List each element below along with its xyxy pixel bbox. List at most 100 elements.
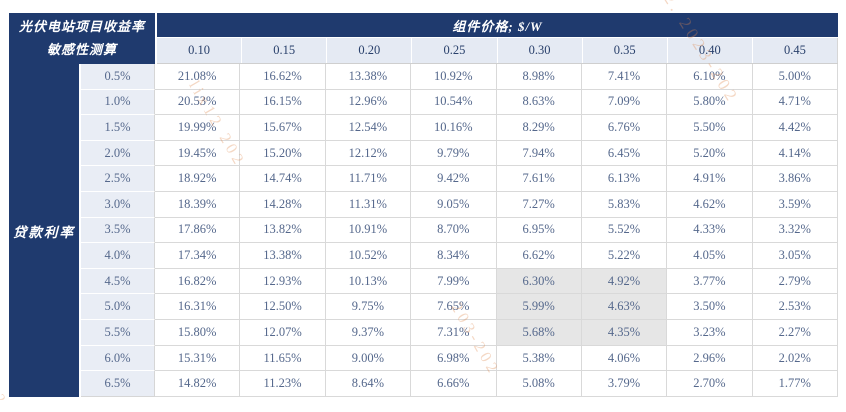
- table-row: 6.0% 15.31% 11.65% 9.00% 6.98% 5.38% 4.06% 2.96…: [81, 345, 838, 372]
- data-cell: 2.70%: [667, 371, 753, 397]
- table-row: 2.5% 18.92% 14.74% 11.71% 9.42% 7.61% 6.13% 4.9…: [81, 166, 838, 193]
- data-cell: 7.94%: [496, 140, 582, 167]
- header-right: 组件价格; $/W 0.10 0.15 0.20 0.25 0.30 0.35 0.40 0.…: [157, 13, 838, 64]
- row-label-3.0%: 3.0%: [81, 192, 155, 218]
- data-cell: 6.98%: [411, 345, 497, 372]
- data-cell: 7.09%: [581, 89, 668, 116]
- data-cell: 4.14%: [752, 140, 838, 167]
- data-cell: 5.20%: [667, 140, 753, 167]
- table-row: 6.5% 14.82% 11.23% 8.64% 6.66% 5.08% 3.79% 2.70…: [81, 371, 838, 397]
- data-cell: 4.06%: [581, 345, 668, 372]
- data-cell: 8.63%: [496, 89, 582, 116]
- table-header: 光伏电站项目收益率 敏感性测算 组件价格; $/W 0.10 0.15 0.20 0.…: [9, 13, 838, 64]
- data-cell: 3.32%: [752, 217, 838, 244]
- column-header-0.20: 0.20: [327, 38, 413, 63]
- data-cell: 5.83%: [581, 192, 668, 218]
- data-cell: 11.31%: [325, 192, 412, 218]
- table-row: 3.5% 17.86% 13.82% 10.91% 8.70% 6.95% 5.52% 4.3…: [81, 217, 838, 244]
- data-cell: 14.74%: [240, 166, 326, 193]
- data-cell: 12.54%: [325, 115, 412, 141]
- data-cell: 10.16%: [411, 115, 497, 141]
- data-cell: 8.64%: [325, 371, 412, 397]
- data-cell: 17.86%: [155, 217, 241, 244]
- data-cell: 3.79%: [581, 371, 668, 397]
- data-cell: 1.77%: [752, 371, 838, 397]
- data-cell: 3.23%: [667, 320, 753, 346]
- data-cell: 13.38%: [240, 243, 326, 269]
- data-cell: 18.92%: [155, 166, 241, 193]
- data-cell: 3.50%: [667, 294, 753, 321]
- row-label-1.5%: 1.5%: [81, 115, 155, 141]
- data-cell: 8.29%: [496, 115, 582, 141]
- table-row: 2.0% 19.45% 15.20% 12.12% 9.79% 7.94% 6.45% 5.2…: [81, 140, 838, 167]
- data-cell: 8.98%: [496, 64, 582, 90]
- column-axis-title: 组件价格; $/W: [157, 13, 838, 38]
- column-header-0.45: 0.45: [752, 38, 838, 63]
- data-cell: 6.76%: [581, 115, 668, 141]
- data-cell: 4.62%: [667, 192, 753, 218]
- table-row: 4.0% 17.34% 13.38% 10.52% 8.34% 6.62% 5.22% 4.0…: [81, 243, 838, 269]
- data-cell: 3.05%: [752, 243, 838, 269]
- data-cell: 2.96%: [667, 345, 753, 372]
- data-cell: 15.31%: [155, 345, 241, 372]
- row-label-6.5%: 6.5%: [81, 371, 155, 397]
- data-cell: 11.65%: [240, 345, 326, 372]
- data-cell: 9.79%: [411, 140, 497, 167]
- data-cell: 16.82%: [155, 268, 241, 295]
- data-cell: 15.80%: [155, 320, 241, 346]
- column-header-0.10: 0.10: [157, 38, 243, 63]
- row-label-5.0%: 5.0%: [81, 294, 155, 321]
- data-cell: 4.05%: [667, 243, 753, 269]
- data-cell: 5.99%: [496, 294, 582, 321]
- data-cell: 21.08%: [155, 64, 241, 90]
- data-cell: 5.22%: [581, 243, 668, 269]
- data-cell: 17.34%: [155, 243, 241, 269]
- price-header-row: 0.10 0.15 0.20 0.25 0.30 0.35 0.40 0.45: [157, 38, 838, 64]
- data-cell: 5.80%: [667, 89, 753, 116]
- data-cell: 12.12%: [325, 140, 412, 167]
- row-label-4.0%: 4.0%: [81, 243, 155, 269]
- data-cell: 5.38%: [496, 345, 582, 372]
- data-cell: 4.92%: [581, 268, 668, 295]
- data-cell: 11.23%: [240, 371, 326, 397]
- row-label-6.0%: 6.0%: [81, 345, 155, 372]
- data-cell: 7.31%: [411, 320, 497, 346]
- data-cell: 6.66%: [411, 371, 497, 397]
- data-cell: 6.30%: [496, 268, 582, 295]
- data-cell: 12.93%: [240, 268, 326, 295]
- data-cell: 9.42%: [411, 166, 497, 193]
- data-cell: 6.13%: [581, 166, 668, 193]
- data-cell: 13.82%: [240, 217, 326, 244]
- data-cell: 5.52%: [581, 217, 668, 244]
- data-cell: 6.45%: [581, 140, 668, 167]
- data-cell: 4.42%: [752, 115, 838, 141]
- data-cell: 4.91%: [667, 166, 753, 193]
- data-cell: 4.33%: [667, 217, 753, 244]
- table-row: 1.0% 20.53% 16.15% 12.96% 10.54% 8.63% 7.09% 5.…: [81, 89, 838, 116]
- data-cell: 7.61%: [496, 166, 582, 193]
- row-label-3.5%: 3.5%: [81, 217, 155, 244]
- data-cell: 9.00%: [325, 345, 412, 372]
- data-cell: 2.27%: [752, 320, 838, 346]
- data-cell: 7.99%: [411, 268, 497, 295]
- data-cell: 4.71%: [752, 89, 838, 116]
- data-cell: 7.27%: [496, 192, 582, 218]
- data-cell: 12.96%: [325, 89, 412, 116]
- corner-title-line1: 光伏电站项目收益率: [18, 18, 145, 34]
- data-cell: 3.77%: [667, 268, 753, 295]
- data-cell: 4.35%: [581, 320, 668, 346]
- data-cell: 20.53%: [155, 89, 241, 116]
- row-label-1.0%: 1.0%: [81, 89, 155, 116]
- column-header-0.35: 0.35: [582, 38, 668, 63]
- data-cell: 7.65%: [411, 294, 497, 321]
- data-cell: 2.79%: [752, 268, 838, 295]
- table-row: 3.0% 18.39% 14.28% 11.31% 9.05% 7.27% 5.83% 4.6…: [81, 192, 838, 218]
- column-header-0.25: 0.25: [412, 38, 498, 63]
- row-axis-title: 贷款利率: [9, 64, 81, 397]
- column-header-0.40: 0.40: [667, 38, 753, 63]
- data-cell: 5.50%: [667, 115, 753, 141]
- data-cell: 9.37%: [325, 320, 412, 346]
- data-cell: 5.08%: [496, 371, 582, 397]
- table-row: 4.5% 16.82% 12.93% 10.13% 7.99% 6.30% 4.92% 3.7…: [81, 268, 838, 295]
- data-cell: 6.10%: [667, 64, 753, 90]
